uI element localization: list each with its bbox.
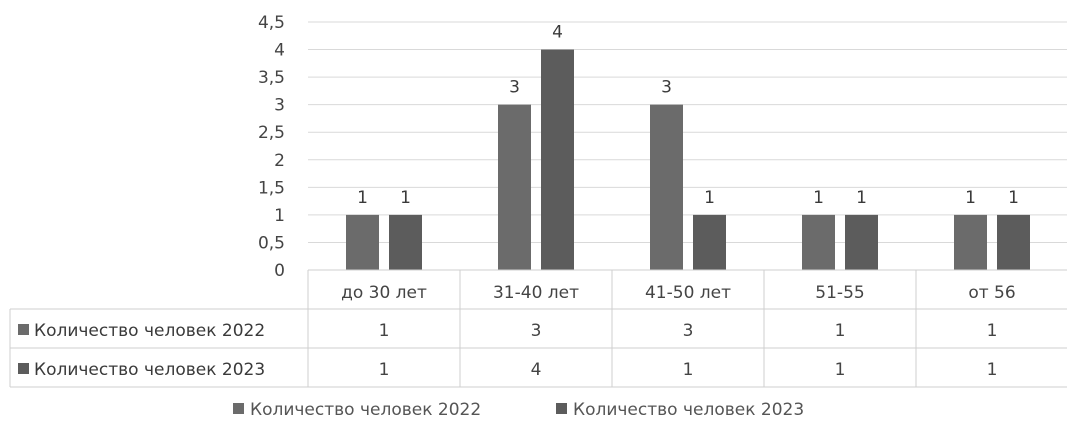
y-tick-label: 3,5	[258, 68, 285, 88]
bars	[346, 49, 1030, 271]
row-legend-key	[18, 324, 29, 335]
bar	[498, 104, 531, 271]
bar	[802, 214, 835, 270]
bar	[845, 214, 878, 270]
data-label: 1	[813, 188, 824, 208]
row-legend-key	[18, 363, 29, 374]
data-labels: 1 1 3 4 3 1 1 1 1 1	[357, 23, 1019, 208]
table-cell-value: 1	[379, 321, 390, 341]
y-tick-label: 4,5	[258, 13, 285, 33]
y-tick-label: 2,5	[258, 123, 285, 143]
table-cell-value: 1	[683, 360, 694, 380]
table-cell-value: 4	[531, 360, 542, 380]
legend-swatch	[233, 403, 244, 414]
data-label: 1	[965, 188, 976, 208]
category-label: 31-40 лет	[493, 283, 579, 303]
bar	[346, 214, 379, 270]
y-tick-label: 3	[274, 96, 285, 116]
table-cell-value: 1	[835, 360, 846, 380]
row-series-label: Количество человек 2023	[34, 360, 265, 380]
gridlines	[308, 21, 1067, 271]
y-tick-label: 1	[274, 206, 285, 226]
legend-label: Количество человек 2023	[573, 400, 804, 420]
row-series-label: Количество человек 2022	[34, 321, 265, 341]
bar	[650, 104, 683, 271]
table-cell-value: 1	[987, 360, 998, 380]
data-label: 1	[357, 188, 368, 208]
y-tick-label: 2	[274, 151, 285, 171]
data-label: 1	[856, 188, 867, 208]
category-label: от 56	[968, 283, 1015, 303]
table-cell-value: 3	[531, 321, 542, 341]
data-label: 1	[400, 188, 411, 208]
category-label: 51-55	[815, 283, 864, 303]
data-table: до 30 лет 31-40 лет 41-50 лет 51-55 от 56 Кол…	[9, 269, 1067, 388]
bar	[954, 214, 987, 270]
data-label: 4	[552, 23, 563, 43]
legend: Количество человек 2022 Количество челове…	[233, 400, 804, 420]
y-tick-label: 4	[274, 41, 285, 61]
category-label: 41-50 лет	[645, 283, 731, 303]
bar	[541, 49, 574, 270]
category-label: до 30 лет	[341, 283, 427, 303]
legend-label: Количество человек 2022	[250, 400, 481, 420]
bar	[997, 214, 1030, 270]
y-tick-label: 0,5	[258, 233, 285, 253]
table-cell-value: 1	[379, 360, 390, 380]
y-tick-label: 0	[274, 261, 285, 281]
bar	[389, 214, 422, 270]
table-cell-value: 3	[683, 321, 694, 341]
data-label: 1	[1008, 188, 1019, 208]
y-axis-ticks: 0 0,5 1 1,5 2 2,5 3 3,5 4 4,5	[258, 13, 285, 281]
data-label: 3	[509, 78, 520, 98]
data-label: 3	[661, 78, 672, 98]
legend-swatch	[556, 403, 567, 414]
bar	[693, 214, 726, 270]
data-label: 1	[704, 188, 715, 208]
y-tick-label: 1,5	[258, 178, 285, 198]
table-cell-value: 1	[987, 321, 998, 341]
table-cell-value: 1	[835, 321, 846, 341]
